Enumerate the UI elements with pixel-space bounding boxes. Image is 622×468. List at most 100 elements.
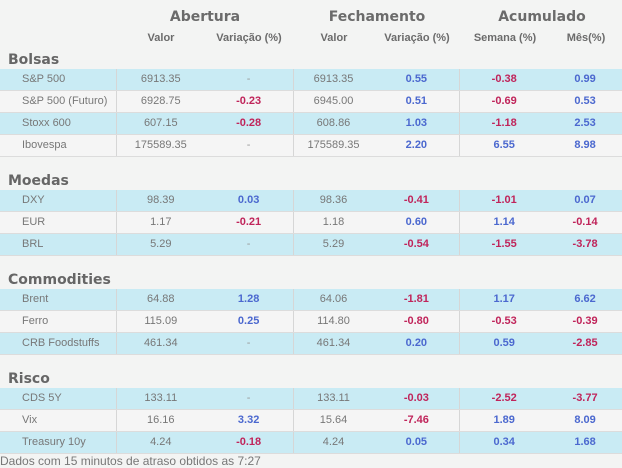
- mes: 6.62: [574, 293, 596, 305]
- section-bolsas: Bolsas S&P 500 6913.35 - 6913.35 0.55 -0.38 0.9…: [0, 50, 622, 157]
- variacao-fechamento: -0.80: [373, 311, 461, 332]
- variacao-fechamento: -0.03: [373, 388, 461, 409]
- mes: 0.07: [574, 194, 596, 206]
- valor-fechamento: 5.29: [322, 238, 345, 250]
- group-abertura: Abertura: [169, 9, 241, 25]
- asset-name: CRB Foodstuffs: [0, 333, 117, 354]
- variacao-fechamento: 0.51: [373, 91, 461, 112]
- semana: 0.34: [493, 436, 515, 448]
- table-header: Abertura Fechamento Acumulado Valor Vari…: [0, 0, 622, 50]
- semana: -0.69: [491, 95, 517, 107]
- mes: 0.53: [574, 95, 596, 107]
- valor-abertura: 4.24: [150, 436, 172, 448]
- section-commodities: Commodities Brent 64.88 1.28 64.06 -1.81 1.17 6…: [0, 270, 622, 355]
- variacao-fechamento: -0.41: [373, 190, 461, 211]
- variacao-abertura: 1.28: [205, 289, 294, 310]
- asset-name: Treasury 10y: [0, 432, 117, 453]
- section-title: Risco: [8, 371, 50, 387]
- mes: 8.09: [574, 414, 596, 426]
- valor-abertura: 16.16: [147, 414, 175, 426]
- semana: -0.53: [491, 315, 517, 327]
- valor-abertura: 64.88: [147, 293, 175, 305]
- table-row: Vix 16.16 3.32 15.64 -7.46 1.89 8.09: [0, 410, 622, 432]
- variacao-abertura: 0.25: [205, 311, 294, 332]
- variacao-abertura: -: [205, 69, 294, 90]
- semana: -1.55: [491, 238, 517, 250]
- valor-fechamento: 6913.35: [313, 73, 354, 85]
- semana: -1.18: [491, 117, 517, 129]
- table-row: Ferro 115.09 0.25 114.80 -0.80 -0.53 -0.39: [0, 311, 622, 333]
- group-fechamento: Fechamento: [328, 9, 426, 25]
- asset-name: DXY: [0, 190, 117, 211]
- table-row: S&P 500 6913.35 - 6913.35 0.55 -0.38 0.99: [0, 69, 622, 91]
- market-table: Bolsas S&P 500 6913.35 - 6913.35 0.55 -0.38 0.9…: [0, 50, 622, 468]
- asset-name: CDS 5Y: [0, 388, 117, 409]
- valor-fechamento: 133.11: [317, 392, 350, 404]
- valor-fechamento: 608.86: [316, 117, 351, 129]
- valor-fechamento: 98.36: [319, 194, 348, 206]
- semana: -1.01: [491, 194, 517, 206]
- valor-abertura: 133.11: [144, 392, 178, 404]
- table-row: DXY 98.39 0.03 98.36 -0.41 -1.01 0.07: [0, 190, 622, 212]
- valor-fechamento: 1.18: [322, 216, 345, 228]
- semana: -2.52: [491, 392, 517, 404]
- semana: 1.89: [493, 414, 515, 426]
- valor-fechamento: 114.80: [317, 315, 350, 327]
- variacao-fechamento: 2.20: [373, 135, 461, 156]
- asset-name: Ferro: [0, 311, 117, 332]
- section-title: Bolsas: [8, 52, 60, 68]
- col-mes: Mês(%): [566, 32, 606, 44]
- table-row: Ibovespa 175589.35 - 175589.35 2.20 6.55 8.98: [0, 135, 622, 157]
- col-semana: Semana (%): [473, 32, 537, 44]
- variacao-abertura: 0.03: [205, 190, 294, 211]
- valor-abertura: 6913.35: [140, 73, 181, 85]
- section-risco: Risco CDS 5Y 133.11 - 133.11 -0.03 -2.52 -3.77 V…: [0, 369, 622, 454]
- table-row: Treasury 10y 4.24 -0.18 4.24 0.05 0.34 1.68: [0, 432, 622, 454]
- asset-name: Vix: [0, 410, 117, 431]
- variacao-fechamento: 0.60: [373, 212, 461, 233]
- table-row: Brent 64.88 1.28 64.06 -1.81 1.17 6.62: [0, 289, 622, 311]
- section-title: Commodities: [8, 272, 111, 288]
- mes: 2.53: [574, 117, 596, 129]
- valor-fechamento: 4.24: [322, 436, 345, 448]
- asset-name: S&P 500: [0, 69, 117, 90]
- variacao-abertura: -: [205, 234, 294, 255]
- variacao-abertura: -0.28: [205, 113, 294, 134]
- variacao-abertura: -0.18: [205, 432, 294, 453]
- mes: 8.98: [574, 139, 596, 151]
- valor-fechamento: 64.06: [319, 293, 348, 305]
- semana: 1.17: [493, 293, 515, 305]
- asset-name: Ibovespa: [0, 135, 117, 156]
- mes: -0.14: [572, 216, 598, 228]
- table-row: BRL 5.29 - 5.29 -0.54 -1.55 -3.78: [0, 234, 622, 256]
- table-row: EUR 1.17 -0.21 1.18 0.60 1.14 -0.14: [0, 212, 622, 234]
- semana: 6.55: [493, 139, 515, 151]
- mes: -2.85: [572, 337, 598, 349]
- valor-abertura: 115.09: [144, 315, 178, 327]
- asset-name: BRL: [0, 234, 117, 255]
- section-moedas: Moedas DXY 98.39 0.03 98.36 -0.41 -1.01 0.07 EUR…: [0, 171, 622, 256]
- variacao-abertura: -: [205, 333, 294, 354]
- semana: 1.14: [493, 216, 515, 228]
- valor-abertura: 98.39: [147, 194, 175, 206]
- col-variacao-fechamento: Variação (%): [384, 32, 450, 44]
- valor-fechamento: 461.34: [316, 337, 351, 349]
- valor-abertura: 607.15: [143, 117, 178, 129]
- variacao-fechamento: 0.55: [373, 69, 461, 90]
- asset-name: Stoxx 600: [0, 113, 117, 134]
- table-row: CDS 5Y 133.11 - 133.11 -0.03 -2.52 -3.77: [0, 388, 622, 410]
- valor-abertura: 461.34: [143, 337, 178, 349]
- valor-abertura: 1.17: [150, 216, 172, 228]
- col-valor-abertura: Valor: [147, 32, 175, 44]
- mes: 0.99: [574, 73, 596, 85]
- valor-fechamento: 15.64: [319, 414, 348, 426]
- valor-fechamento: 175589.35: [307, 139, 360, 151]
- variacao-abertura: -0.21: [205, 212, 294, 233]
- variacao-fechamento: 0.20: [373, 333, 461, 354]
- variacao-abertura: 3.32: [205, 410, 294, 431]
- mes: -3.78: [572, 238, 598, 250]
- variacao-fechamento: -0.54: [373, 234, 461, 255]
- valor-abertura: 5.29: [150, 238, 172, 250]
- variacao-fechamento: -7.46: [373, 410, 461, 431]
- valor-fechamento: 6945.00: [313, 95, 354, 107]
